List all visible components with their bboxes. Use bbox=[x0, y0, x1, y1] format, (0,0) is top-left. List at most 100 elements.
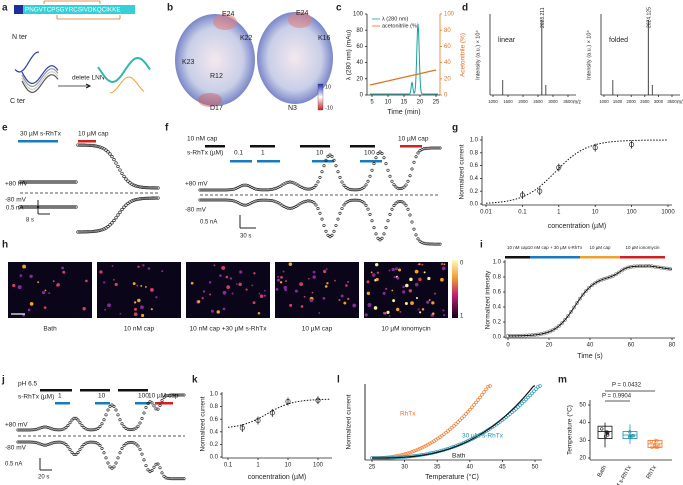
cell bbox=[352, 303, 357, 308]
marker bbox=[92, 229, 96, 233]
marker bbox=[534, 387, 538, 391]
marker bbox=[330, 233, 334, 237]
marker bbox=[332, 158, 336, 162]
marker bbox=[136, 184, 140, 189]
cell bbox=[431, 301, 435, 305]
label: 10 µM cap bbox=[78, 131, 109, 138]
marker bbox=[653, 443, 657, 447]
label: -80 mV bbox=[5, 445, 27, 452]
y-tick-label: 0.4 bbox=[210, 429, 219, 435]
cell bbox=[219, 274, 222, 277]
p-value: P = 0.0432 bbox=[612, 383, 642, 389]
bar bbox=[18, 140, 58, 143]
marker bbox=[569, 310, 573, 314]
marker bbox=[210, 198, 214, 202]
box bbox=[597, 425, 613, 439]
y-axis-label: Intensity (a.u.) × 10⁴ bbox=[474, 30, 481, 80]
marker bbox=[350, 188, 354, 192]
cell bbox=[428, 299, 431, 301]
marker bbox=[620, 268, 624, 273]
marker bbox=[52, 180, 56, 184]
marker bbox=[68, 180, 72, 184]
cell bbox=[414, 282, 419, 287]
y-axis-label: λ (280 nm) (mAu) bbox=[346, 30, 353, 81]
marker bbox=[396, 186, 400, 190]
marker bbox=[136, 197, 140, 201]
marker bbox=[72, 180, 76, 184]
marker bbox=[224, 198, 228, 202]
cell bbox=[402, 290, 406, 294]
marker bbox=[50, 180, 54, 184]
marker bbox=[370, 168, 374, 172]
cell bbox=[133, 301, 137, 304]
marker bbox=[420, 445, 424, 450]
marker bbox=[390, 179, 394, 183]
marker bbox=[360, 187, 364, 191]
marker bbox=[430, 146, 434, 150]
marker bbox=[96, 229, 100, 233]
y-tick-label: 0.4 bbox=[493, 305, 502, 311]
marker bbox=[474, 400, 478, 405]
cell bbox=[408, 289, 413, 293]
caption: 10 nM cap +30 µM s-RhTx bbox=[190, 326, 268, 333]
cell bbox=[201, 297, 204, 300]
y-tick-label: 40 bbox=[444, 60, 451, 66]
marker bbox=[364, 183, 368, 187]
marker bbox=[304, 187, 308, 191]
marker bbox=[62, 427, 66, 431]
marker bbox=[88, 230, 92, 234]
cell bbox=[226, 285, 231, 289]
marker bbox=[378, 150, 382, 154]
y-tick-label: 0.0 bbox=[493, 335, 502, 341]
cell bbox=[104, 308, 107, 311]
panel-label: h bbox=[2, 240, 8, 251]
marker bbox=[24, 180, 28, 184]
marker bbox=[472, 403, 476, 407]
y-tick-label: 50 bbox=[579, 403, 586, 409]
marker bbox=[210, 188, 214, 192]
marker bbox=[90, 229, 94, 234]
cell bbox=[443, 314, 446, 317]
marker bbox=[352, 188, 356, 192]
marker bbox=[366, 207, 370, 211]
x-axis-label: m/z bbox=[573, 99, 582, 105]
marker bbox=[414, 155, 418, 159]
condition-label: 10 µM ionomycin bbox=[625, 245, 660, 250]
marker bbox=[182, 393, 186, 397]
marker bbox=[144, 185, 148, 190]
marker bbox=[352, 198, 356, 202]
marker bbox=[54, 428, 58, 432]
marker bbox=[649, 439, 653, 444]
marker bbox=[40, 205, 44, 209]
marker bbox=[68, 421, 72, 425]
marker bbox=[584, 289, 588, 293]
marker bbox=[92, 440, 96, 444]
cell bbox=[325, 268, 328, 271]
cell bbox=[367, 302, 372, 307]
marker bbox=[90, 440, 94, 444]
y-axis-label: Normalized intensity bbox=[485, 270, 492, 329]
bar bbox=[580, 256, 620, 259]
arrow bbox=[85, 83, 92, 89]
marker bbox=[316, 206, 320, 210]
x-tick-label: 0 bbox=[506, 343, 510, 349]
marker bbox=[416, 447, 420, 452]
marker bbox=[366, 179, 370, 183]
cell bbox=[394, 267, 398, 271]
bar bbox=[257, 160, 280, 163]
x-tick-label: 5 bbox=[370, 100, 374, 106]
residue-label: E24 bbox=[222, 11, 235, 18]
marker bbox=[112, 465, 116, 469]
cell bbox=[303, 295, 306, 298]
marker bbox=[566, 314, 570, 318]
marker bbox=[344, 185, 348, 189]
marker bbox=[158, 466, 162, 470]
marker bbox=[204, 198, 208, 202]
cell bbox=[197, 300, 201, 304]
marker bbox=[28, 180, 32, 184]
marker bbox=[266, 198, 270, 202]
panel-label: b bbox=[167, 3, 173, 14]
cell bbox=[405, 283, 409, 288]
marker bbox=[324, 229, 328, 233]
